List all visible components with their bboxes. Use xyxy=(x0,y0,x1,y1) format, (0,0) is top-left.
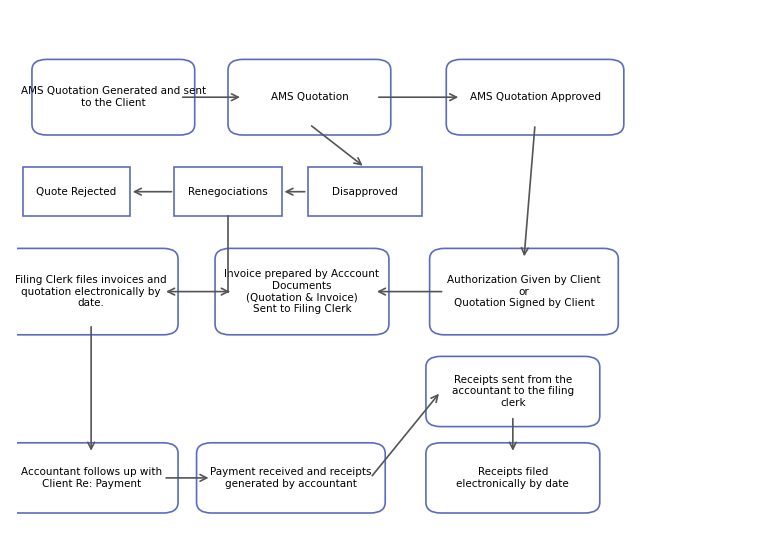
Text: Quote Rejected: Quote Rejected xyxy=(36,187,117,197)
FancyBboxPatch shape xyxy=(23,167,130,216)
FancyBboxPatch shape xyxy=(447,59,624,135)
FancyBboxPatch shape xyxy=(32,59,195,135)
Text: AMS Quotation: AMS Quotation xyxy=(270,92,348,102)
Text: Filing Clerk files invoices and
quotation electronically by
date.: Filing Clerk files invoices and quotatio… xyxy=(15,275,167,308)
Text: Invoice prepared by Acccount
Documents
(Quotation & Invoice)
Sent to Filing Cler: Invoice prepared by Acccount Documents (… xyxy=(225,269,379,314)
FancyBboxPatch shape xyxy=(228,59,391,135)
Text: AMS Quotation Approved: AMS Quotation Approved xyxy=(469,92,600,102)
Text: Payment received and receipts
generated by accountant: Payment received and receipts generated … xyxy=(210,467,372,489)
Text: Accountant follows up with
Client Re: Payment: Accountant follows up with Client Re: Pa… xyxy=(20,467,162,489)
FancyBboxPatch shape xyxy=(197,443,385,513)
FancyBboxPatch shape xyxy=(174,167,282,216)
Text: Renegociations: Renegociations xyxy=(188,187,268,197)
FancyBboxPatch shape xyxy=(5,248,178,335)
FancyBboxPatch shape xyxy=(307,167,422,216)
FancyBboxPatch shape xyxy=(426,443,600,513)
Text: Receipts filed
electronically by date: Receipts filed electronically by date xyxy=(456,467,569,489)
FancyBboxPatch shape xyxy=(5,443,178,513)
Text: Disapproved: Disapproved xyxy=(332,187,397,197)
Text: Authorization Given by Client
or
Quotation Signed by Client: Authorization Given by Client or Quotati… xyxy=(447,275,601,308)
FancyBboxPatch shape xyxy=(430,248,618,335)
FancyBboxPatch shape xyxy=(426,356,600,427)
Text: Receipts sent from the
accountant to the filing
clerk: Receipts sent from the accountant to the… xyxy=(452,375,574,408)
Text: AMS Quotation Generated and sent
to the Client: AMS Quotation Generated and sent to the … xyxy=(20,86,206,108)
FancyBboxPatch shape xyxy=(215,248,389,335)
